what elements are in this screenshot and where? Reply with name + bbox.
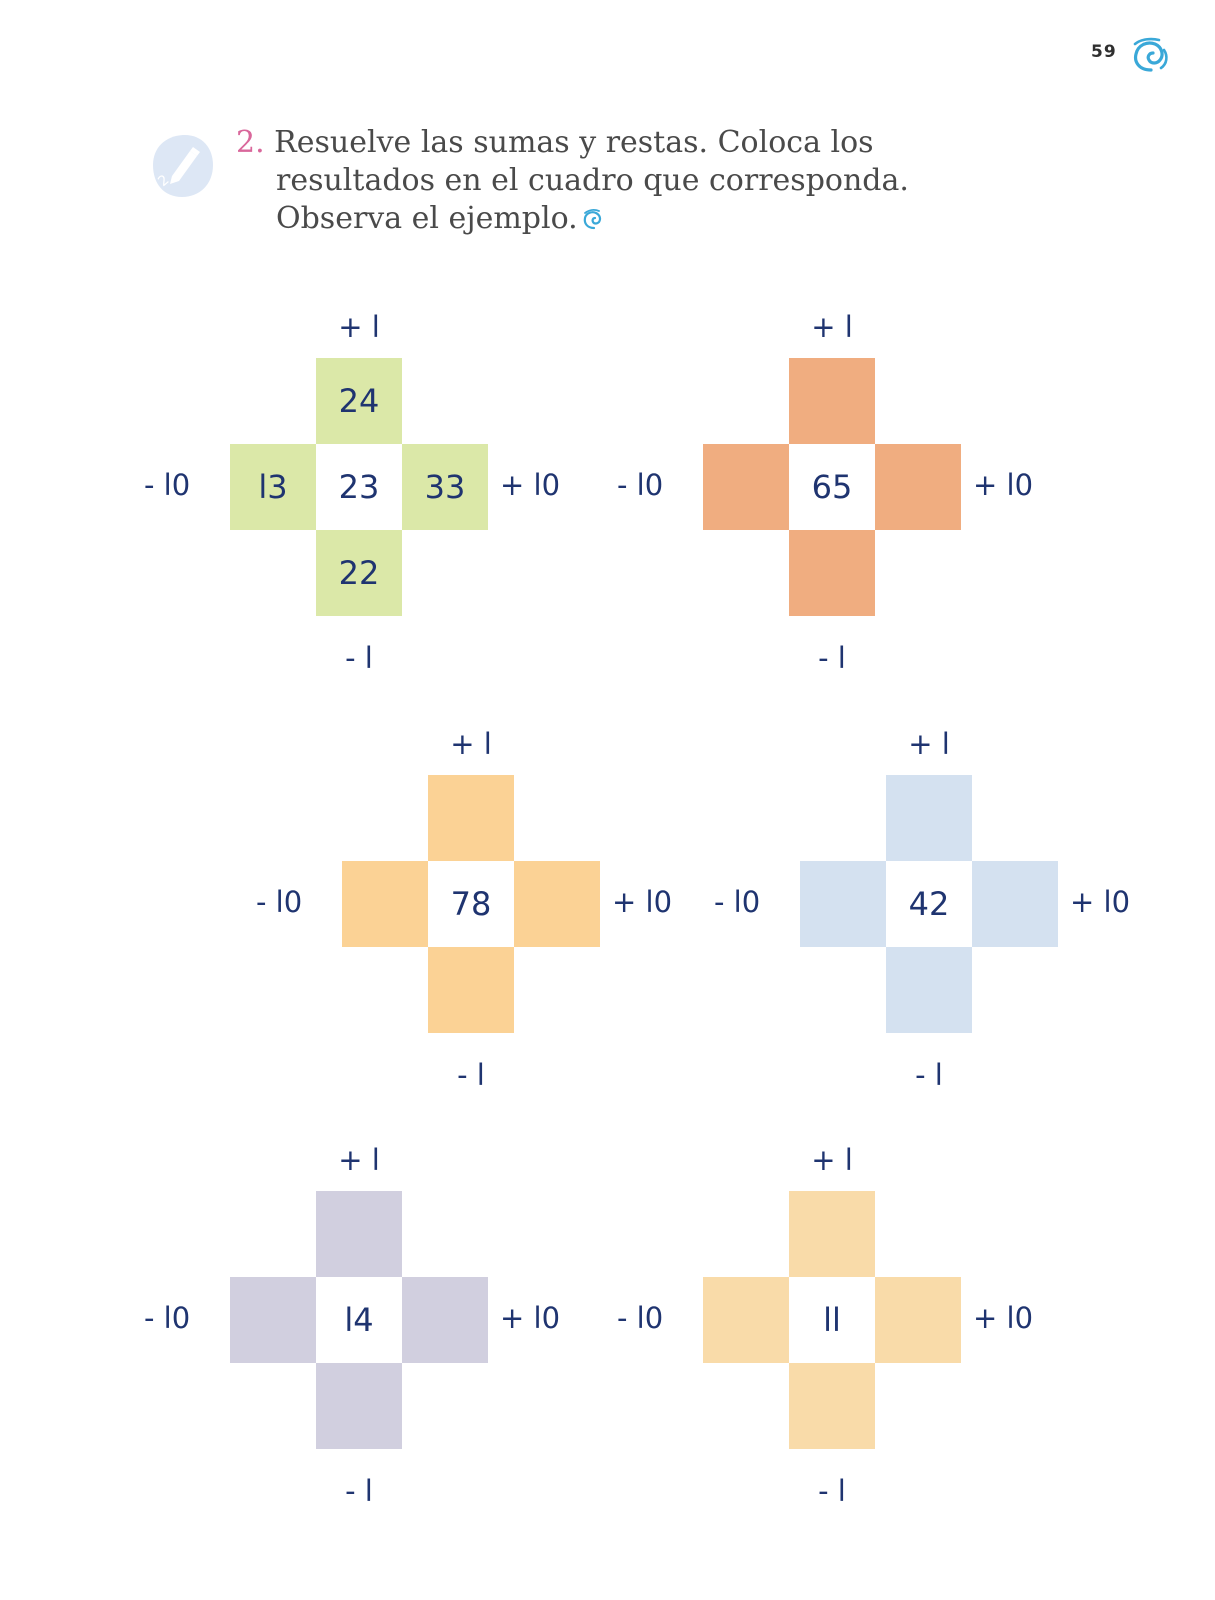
op-minus-one: - l — [345, 1474, 373, 1508]
puzzle-cross-2: + l - l0 + l0 - l 65 — [617, 308, 1067, 708]
cell-top[interactable]: 24 — [316, 358, 402, 444]
instruction-line-3: Observa el ejemplo. — [276, 201, 578, 236]
puzzle-cross-4: + l - l0 + l0 - l 42 — [714, 725, 1164, 1125]
op-plus-ten: + l0 — [612, 885, 673, 919]
op-minus-one: - l — [345, 641, 373, 675]
op-minus-one: - l — [818, 641, 846, 675]
op-minus-ten: - l0 — [144, 1301, 191, 1335]
op-plus-one: + l — [811, 1143, 853, 1177]
instruction-line-2: resultados en el cuadro que corresponda. — [276, 163, 909, 198]
cell-left[interactable] — [342, 861, 428, 947]
cell-right[interactable]: 33 — [402, 444, 488, 530]
cell-left[interactable] — [230, 1277, 316, 1363]
op-plus-one: + l — [811, 310, 853, 344]
cell-center: 23 — [316, 444, 402, 530]
cell-right[interactable] — [875, 1277, 961, 1363]
cell-left[interactable] — [703, 444, 789, 530]
puzzle-cross-3: + l - l0 + l0 - l 78 — [256, 725, 706, 1125]
op-plus-ten: + l0 — [500, 1301, 561, 1335]
cell-bottom[interactable] — [886, 947, 972, 1033]
spiral-swirl-icon — [583, 209, 601, 230]
op-minus-ten: - l0 — [256, 885, 303, 919]
cell-left[interactable] — [800, 861, 886, 947]
op-plus-one: + l — [338, 310, 380, 344]
puzzle-cross-6: + l - l0 + l0 - l ll — [617, 1141, 1067, 1541]
cell-left[interactable]: l3 — [230, 444, 316, 530]
op-plus-ten: + l0 — [1070, 885, 1131, 919]
cell-center: ll — [789, 1277, 875, 1363]
op-plus-ten: + l0 — [973, 1301, 1034, 1335]
cell-right[interactable] — [972, 861, 1058, 947]
cell-left[interactable] — [703, 1277, 789, 1363]
cell-bottom[interactable] — [789, 1363, 875, 1449]
cell-right[interactable] — [402, 1277, 488, 1363]
instruction-line-1: Resuelve las sumas y restas. Coloca los — [274, 125, 874, 160]
op-plus-one: + l — [908, 727, 950, 761]
exercise-number: 2. — [236, 125, 265, 160]
op-minus-ten: - l0 — [617, 468, 664, 502]
page-number: 59 — [1091, 42, 1117, 62]
cell-center: 78 — [428, 861, 514, 947]
cell-center: 42 — [886, 861, 972, 947]
cell-top[interactable] — [316, 1191, 402, 1277]
cell-top[interactable] — [789, 358, 875, 444]
op-plus-one: + l — [338, 1143, 380, 1177]
cell-bottom[interactable]: 22 — [316, 530, 402, 616]
cell-right[interactable] — [514, 861, 600, 947]
op-minus-ten: - l0 — [617, 1301, 664, 1335]
cell-bottom[interactable] — [316, 1363, 402, 1449]
puzzle-cross-1: + l - l0 + l0 - l 24 l3 23 33 22 — [144, 308, 594, 708]
op-minus-ten: - l0 — [714, 885, 761, 919]
spiral-swirl-icon — [1133, 37, 1168, 72]
op-plus-ten: + l0 — [973, 468, 1034, 502]
cell-top[interactable] — [789, 1191, 875, 1277]
cell-top[interactable] — [886, 775, 972, 861]
cell-center: l4 — [316, 1277, 402, 1363]
cell-center: 65 — [789, 444, 875, 530]
puzzle-cross-5: + l - l0 + l0 - l l4 — [144, 1141, 594, 1541]
op-plus-one: + l — [450, 727, 492, 761]
cell-bottom[interactable] — [428, 947, 514, 1033]
cell-top[interactable] — [428, 775, 514, 861]
op-minus-one: - l — [457, 1058, 485, 1092]
op-minus-ten: - l0 — [144, 468, 191, 502]
cell-right[interactable] — [875, 444, 961, 530]
op-plus-ten: + l0 — [500, 468, 561, 502]
exercise-instruction: 2. Resuelve las sumas y restas. Coloca l… — [236, 124, 956, 238]
op-minus-one: - l — [915, 1058, 943, 1092]
cell-bottom[interactable] — [789, 530, 875, 616]
op-minus-one: - l — [818, 1474, 846, 1508]
pencil-badge-icon: 2 — [153, 134, 213, 197]
